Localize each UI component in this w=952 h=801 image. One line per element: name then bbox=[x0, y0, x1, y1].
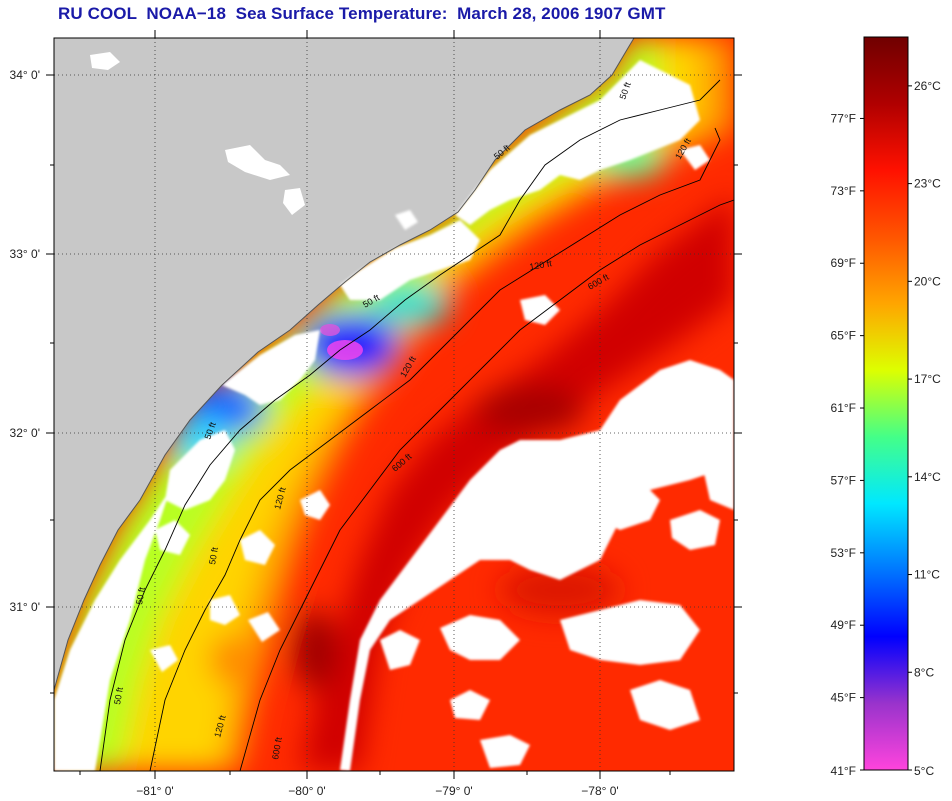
colorbar-fahrenheit-label: 49°F bbox=[831, 618, 856, 632]
contour-label: 50 ft bbox=[112, 686, 125, 705]
colorbar-fahrenheit-label: 53°F bbox=[831, 546, 856, 560]
contour-label: 50 ft bbox=[207, 546, 220, 565]
colorbar-fahrenheit-label: 69°F bbox=[831, 256, 856, 270]
colorbar-celsius-label: 20°C bbox=[914, 274, 941, 288]
colorbar-frame bbox=[863, 36, 909, 771]
colorbar-fahrenheit-label: 73°F bbox=[831, 184, 856, 198]
lon-label-78: −78° 0' bbox=[581, 784, 618, 798]
lat-label-33: 33° 0' bbox=[10, 247, 40, 261]
colorbar-celsius-label: 11°C bbox=[914, 568, 940, 582]
colorbar-fahrenheit-label: 77°F bbox=[831, 111, 856, 125]
inland-patches bbox=[90, 52, 305, 215]
colorbar-fahrenheit-label: 45°F bbox=[831, 691, 856, 705]
contour-label: 600 ft bbox=[270, 736, 284, 760]
colorbar-celsius-label: 23°C bbox=[914, 177, 941, 191]
colorbar-celsius-label: 17°C bbox=[914, 372, 941, 386]
depth-contours bbox=[99, 79, 734, 771]
lat-label-34: 34° 0' bbox=[10, 68, 40, 82]
colorbar-fahrenheit-label: 41°F bbox=[831, 764, 856, 778]
colorbar-fahrenheit-label: 61°F bbox=[831, 401, 856, 415]
lon-label-80: −80° 0' bbox=[288, 784, 325, 798]
colorbar-celsius-label: 14°C bbox=[914, 470, 941, 484]
colorbar-gradient bbox=[864, 37, 908, 770]
lon-label-79: −79° 0' bbox=[435, 784, 472, 798]
colorbar: 26°C 23°C 20°C 17°C 14°C 11°C 8°C 5°C 77°F 73°F 69… bbox=[831, 36, 941, 778]
lat-label-31: 31° 0' bbox=[10, 600, 40, 614]
colorbar-fahrenheit-label: 57°F bbox=[831, 473, 856, 487]
lon-label-81: −81° 0' bbox=[136, 784, 173, 798]
colorbar-celsius-label: 5°C bbox=[914, 764, 934, 778]
lat-label-32: 32° 0' bbox=[10, 426, 40, 440]
contour-label: 50 ft bbox=[134, 586, 147, 605]
graticule bbox=[54, 38, 734, 771]
contour-label: 120 ft bbox=[529, 258, 553, 272]
map-ticks bbox=[46, 30, 742, 779]
cloud-mask bbox=[54, 60, 734, 771]
map-frame bbox=[53, 37, 735, 772]
colorbar-celsius-label: 26°C bbox=[914, 79, 941, 93]
colorbar-fahrenheit-label: 65°F bbox=[831, 329, 856, 343]
colorbar-celsius-label: 8°C bbox=[914, 665, 934, 679]
map-title: RU COOL NOAA−18 Sea Surface Temperature:… bbox=[58, 4, 666, 23]
coastline bbox=[53, 37, 635, 691]
